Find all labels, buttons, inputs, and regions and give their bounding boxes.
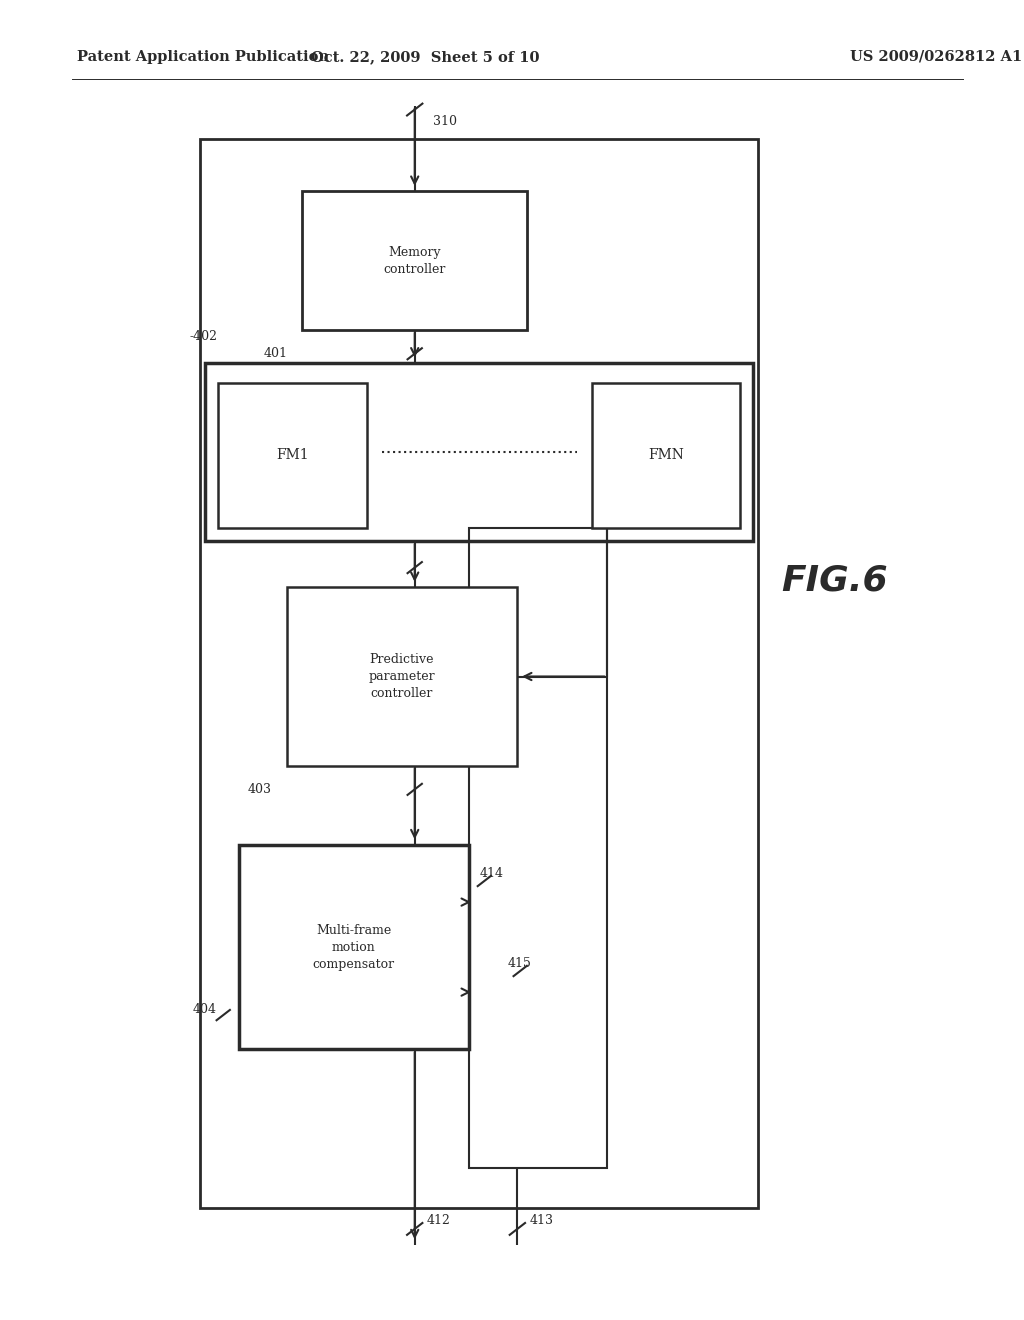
- Text: FIG.6: FIG.6: [781, 564, 888, 598]
- Text: 310: 310: [433, 115, 457, 128]
- Text: Memory
controller: Memory controller: [384, 246, 445, 276]
- Text: 415: 415: [508, 957, 531, 970]
- Text: 414: 414: [479, 866, 503, 879]
- Text: 401: 401: [263, 347, 287, 360]
- Text: 403: 403: [248, 783, 271, 796]
- Bar: [205, 363, 753, 541]
- Bar: [592, 383, 740, 528]
- Bar: [469, 528, 607, 1168]
- Bar: [200, 139, 758, 1208]
- Bar: [218, 383, 367, 528]
- Text: Predictive
parameter
controller: Predictive parameter controller: [369, 653, 435, 700]
- Bar: [239, 845, 469, 1049]
- Text: Patent Application Publication: Patent Application Publication: [77, 50, 329, 63]
- Text: US 2009/0262812 A1: US 2009/0262812 A1: [850, 50, 1022, 63]
- Text: 413: 413: [529, 1214, 554, 1228]
- Text: Oct. 22, 2009  Sheet 5 of 10: Oct. 22, 2009 Sheet 5 of 10: [310, 50, 540, 63]
- Text: Multi-frame
motion
compensator: Multi-frame motion compensator: [312, 924, 395, 970]
- Text: 404: 404: [193, 1003, 216, 1016]
- Text: FMN: FMN: [648, 449, 684, 462]
- Text: -402: -402: [189, 330, 217, 343]
- Bar: [287, 587, 517, 766]
- Bar: [302, 191, 527, 330]
- Text: 412: 412: [427, 1214, 451, 1228]
- Text: FM1: FM1: [276, 449, 308, 462]
